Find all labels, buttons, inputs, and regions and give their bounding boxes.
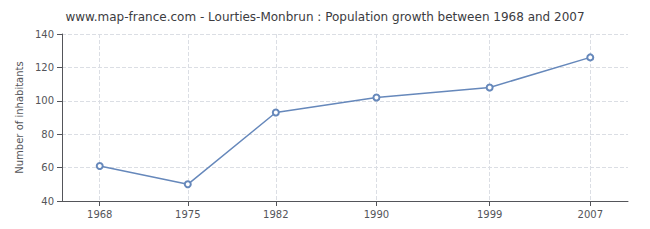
svg-text:1999: 1999 xyxy=(477,209,502,220)
svg-text:1968: 1968 xyxy=(87,209,112,220)
svg-text:1982: 1982 xyxy=(263,209,288,220)
svg-text:Number of inhabitants: Number of inhabitants xyxy=(14,61,25,173)
svg-text:100: 100 xyxy=(35,95,54,106)
svg-text:1975: 1975 xyxy=(175,209,200,220)
svg-text:60: 60 xyxy=(41,162,54,173)
svg-text:40: 40 xyxy=(41,196,54,207)
svg-text:120: 120 xyxy=(35,62,54,73)
svg-text:2007: 2007 xyxy=(578,209,603,220)
svg-text:www.map-france.com - Lourties-: www.map-france.com - Lourties-Monbrun : … xyxy=(65,10,584,24)
svg-text:1990: 1990 xyxy=(364,209,389,220)
svg-text:80: 80 xyxy=(41,129,54,140)
svg-text:140: 140 xyxy=(35,29,54,40)
